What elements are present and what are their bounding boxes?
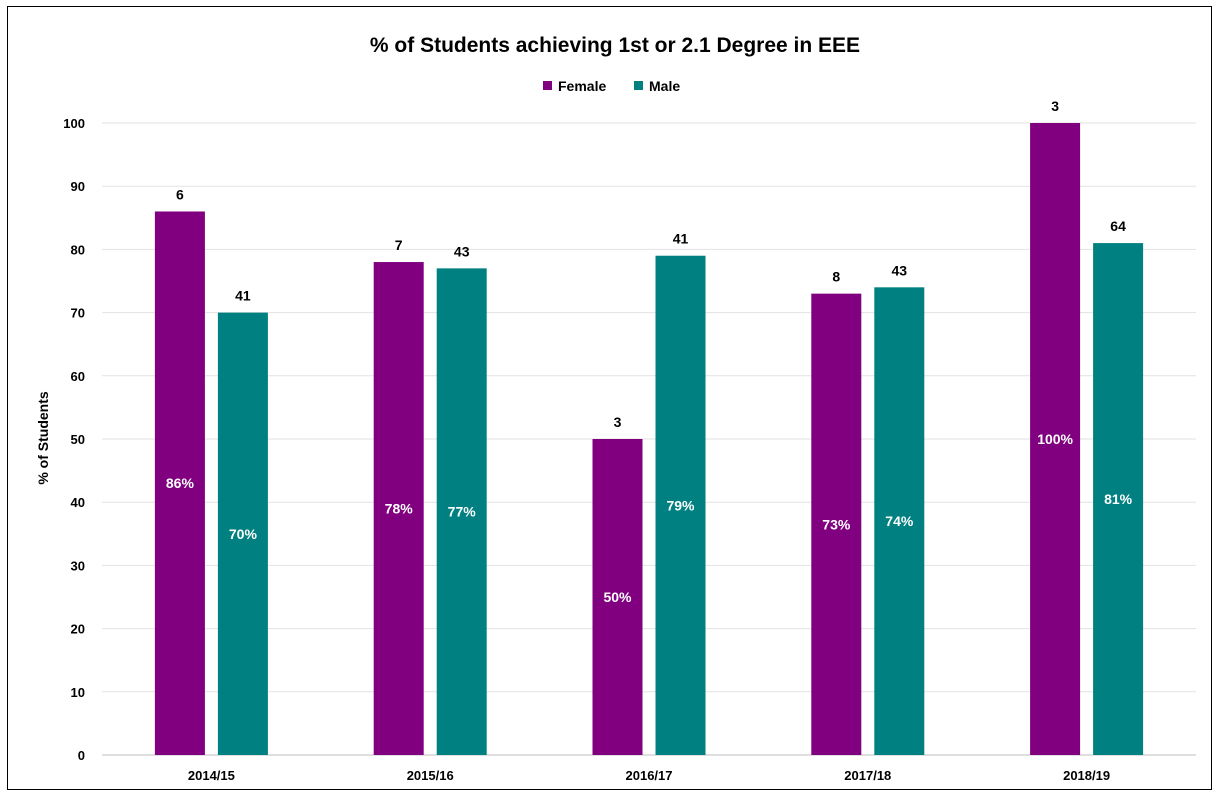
bar-value-label: 100%: [1037, 431, 1073, 447]
x-tick-label: 2016/17: [626, 768, 673, 783]
bar-count-label: 43: [454, 243, 470, 259]
x-axis-ticks: 2014/15 2015/16 2016/17 2017/18 2018/19: [188, 768, 1110, 783]
bar-female-4: [1030, 123, 1081, 755]
y-tick-label: 60: [71, 369, 85, 384]
bar-female-3: [811, 293, 862, 755]
y-tick-label: 20: [71, 622, 85, 637]
bar-value-label: 50%: [603, 589, 632, 605]
legend-swatch-female: [543, 81, 552, 90]
bar-count-label: 41: [235, 288, 251, 304]
bars: 86% 6 70% 41 78% 7 77% 43 50% 3 79% 41 73% 8 74% 43 100%…: [154, 98, 1144, 756]
bar-value-label: 81%: [1104, 491, 1133, 507]
bar-value-label: 73%: [822, 516, 851, 532]
bar-value-label: 70%: [229, 526, 258, 542]
y-tick-label: 90: [71, 179, 85, 194]
legend-swatch-male: [634, 81, 643, 90]
y-axis-ticks: 0 10 20 30 40 50 60 70 80 90 100: [63, 116, 85, 763]
x-tick-label: 2014/15: [188, 768, 235, 783]
x-tick-label: 2018/19: [1063, 768, 1110, 783]
y-tick-label: 50: [71, 432, 85, 447]
bar-female-2: [592, 439, 643, 755]
legend-label-female: Female: [558, 78, 606, 94]
y-tick-label: 40: [71, 495, 85, 510]
bar-male-3: [874, 287, 925, 755]
bar-value-label: 78%: [385, 501, 414, 517]
y-axis-title: % of Students: [35, 391, 51, 485]
bar-male-0: [217, 312, 268, 755]
bar-count-label: 41: [673, 231, 689, 247]
bar-value-label: 77%: [448, 504, 477, 520]
chart-legend: Female Male: [543, 78, 680, 94]
bar-value-label: 79%: [666, 497, 695, 513]
y-tick-label: 100: [63, 116, 85, 131]
bar-male-2: [655, 255, 706, 755]
bar-male-1: [436, 268, 487, 755]
bar-count-label: 8: [832, 269, 840, 285]
bar-count-label: 6: [176, 186, 184, 202]
y-tick-label: 0: [78, 748, 85, 763]
bar-count-label: 3: [1051, 98, 1059, 114]
bar-count-label: 64: [1110, 218, 1126, 234]
y-tick-label: 30: [71, 558, 85, 573]
bar-value-label: 86%: [166, 475, 195, 491]
bar-value-label: 74%: [885, 513, 914, 529]
legend-label-male: Male: [649, 78, 680, 94]
bar-male-4: [1093, 243, 1144, 755]
x-tick-label: 2017/18: [844, 768, 891, 783]
y-tick-label: 80: [71, 242, 85, 257]
bar-female-0: [154, 211, 205, 756]
y-tick-label: 70: [71, 306, 85, 321]
bar-count-label: 3: [614, 414, 622, 430]
chart-title: % of Students achieving 1st or 2.1 Degre…: [370, 34, 860, 57]
bar-count-label: 7: [395, 237, 403, 253]
y-tick-label: 10: [71, 685, 85, 700]
bar-count-label: 43: [892, 262, 908, 278]
x-tick-label: 2015/16: [407, 768, 454, 783]
bar-female-1: [373, 262, 424, 755]
gridlines: [102, 122, 1196, 756]
